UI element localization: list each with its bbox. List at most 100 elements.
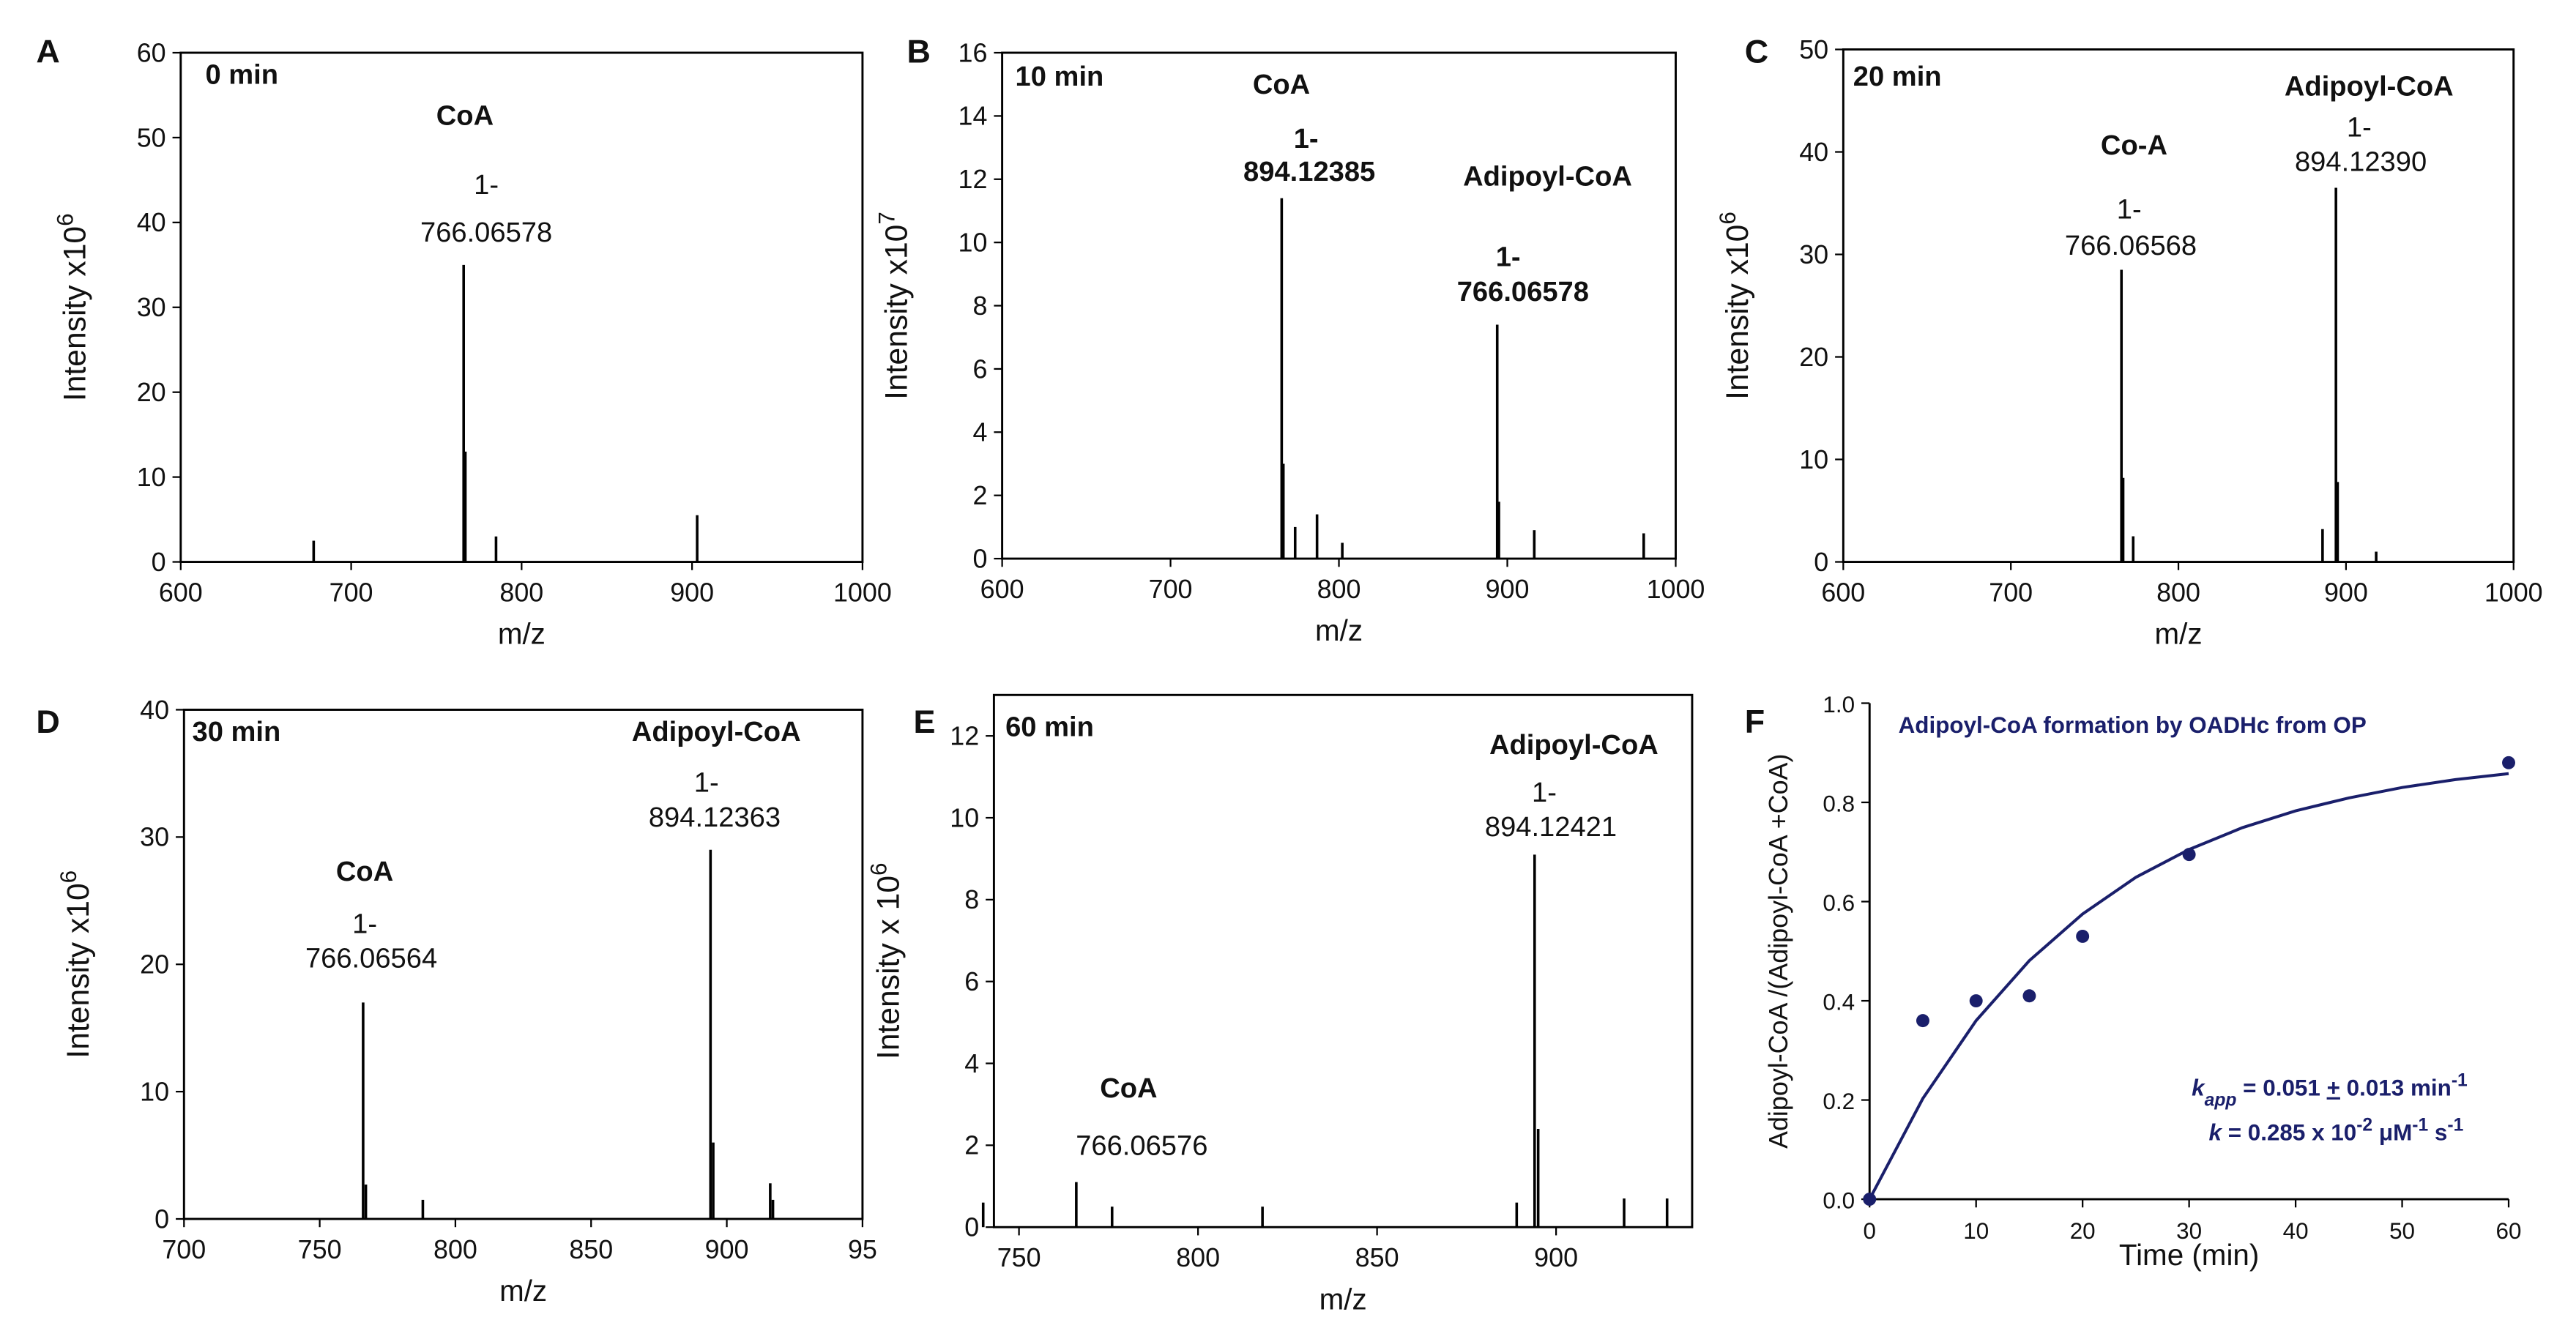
annotation-part: k: [2209, 1119, 2223, 1145]
x-tick-label: 700: [1989, 578, 2033, 607]
annotation: 1-: [2347, 111, 2372, 143]
annotation: 30 min: [193, 716, 281, 747]
annotation: 60 min: [1005, 711, 1094, 742]
y-axis-label-text: Intensity x10: [61, 883, 96, 1058]
x-tick-label: 800: [2156, 578, 2200, 607]
x-tick-label: 20: [2070, 1218, 2096, 1244]
data-point: [2022, 989, 2036, 1003]
y-axis-label-exponent: 6: [52, 213, 78, 225]
y-tick-label: 12: [950, 722, 979, 751]
annotation: 1-: [1532, 777, 1557, 808]
panel-letter: B: [907, 32, 930, 70]
annotation: 1-: [1496, 242, 1521, 273]
annotation: CoA: [1253, 69, 1310, 100]
y-tick-label: 6: [972, 354, 987, 384]
y-axis-label: Intensity x106: [52, 213, 92, 401]
y-tick-label: 0: [972, 544, 987, 573]
y-axis-label-text: Intensity x10: [1720, 225, 1755, 400]
data-point: [1863, 1193, 1877, 1206]
y-tick-label: 10: [950, 803, 979, 832]
fit-curve: [1868, 772, 2509, 1201]
annotation: 766.06578: [420, 217, 552, 248]
x-tick-label: 850: [1355, 1243, 1399, 1272]
y-tick-label: 40: [137, 208, 166, 237]
y-tick-label: 0: [152, 548, 166, 577]
x-axis-label: m/z: [1315, 613, 1363, 647]
annotation-part: k: [2192, 1075, 2205, 1101]
y-tick-label: 0: [1814, 548, 1828, 577]
x-tick-label: 700: [1149, 575, 1193, 604]
x-tick-label: 600: [159, 578, 203, 607]
annotation: 1-: [1294, 123, 1319, 154]
x-tick-label: 40: [2283, 1218, 2309, 1244]
y-tick-label: 40: [1799, 138, 1828, 167]
annotation: Adipoyl-CoA: [1463, 161, 1632, 193]
annotation: Adipoyl-CoA: [632, 716, 801, 747]
annotation: CoA: [336, 856, 393, 887]
y-axis-label-exponent: 7: [874, 212, 899, 224]
y-tick-label: 10: [140, 1077, 169, 1106]
y-tick-label: 20: [140, 950, 169, 980]
y-axis-label: Intensity x 106: [866, 862, 907, 1059]
x-tick-label: 800: [1317, 575, 1361, 604]
x-tick-label: 900: [670, 578, 714, 607]
x-tick-label: 750: [997, 1243, 1041, 1272]
y-tick-label: 10: [1799, 445, 1828, 474]
annotation-part: μM: [2372, 1119, 2412, 1145]
y-tick-label: 0: [964, 1213, 979, 1242]
y-tick-label: 30: [1799, 240, 1828, 269]
annotation: kapp = 0.051 + 0.013 min-1: [2192, 1070, 2468, 1110]
panel: B 0 2 4 6 8 10 12 14 16 600 700 800 900 1000 m/z Intensi…: [874, 32, 1705, 647]
annotation-part: -1: [2447, 1115, 2463, 1135]
y-axis-label-text: Intensity x10: [879, 225, 914, 400]
annotation: Adipoyl-CoA: [2285, 70, 2454, 102]
x-tick-label: 750: [298, 1235, 342, 1264]
annotation: CoA: [1100, 1073, 1157, 1104]
y-tick-label: 20: [137, 378, 166, 407]
panel-letter: A: [36, 32, 59, 70]
y-tick-label: 30: [140, 823, 169, 852]
annotation-part: -1: [2412, 1115, 2428, 1135]
y-tick-label: 8: [964, 885, 979, 914]
x-tick-label: 95: [848, 1235, 877, 1264]
x-tick-label: 800: [433, 1235, 477, 1264]
y-tick-label: 4: [964, 1049, 979, 1078]
panel: F 0.0 0.2 0.4 0.6 0.8 1.0 0 10 20 30 40 50 60 Time (mi…: [1745, 692, 2522, 1272]
y-tick-label: 14: [958, 102, 988, 131]
x-tick-label: 10: [1963, 1218, 1989, 1244]
data-point: [2182, 848, 2196, 862]
x-axis-label: m/z: [1319, 1282, 1367, 1316]
annotation: 766.06564: [305, 943, 437, 974]
annotation-part: = 0.285 x 10: [2222, 1119, 2356, 1145]
annotation: 766.06576: [1076, 1130, 1207, 1161]
y-tick-label: 12: [958, 165, 988, 194]
y-axis-label: Intensity x106: [56, 870, 96, 1059]
y-axis-label-exponent: 6: [866, 862, 891, 875]
y-axis-label-text: Intensity x10: [58, 226, 93, 401]
data-point: [1916, 1014, 1929, 1028]
y-axis-label: Intensity x107: [874, 212, 915, 400]
annotation: CoA: [436, 100, 494, 132]
data-point: [1969, 994, 1983, 1008]
y-tick-label: 0.2: [1823, 1089, 1855, 1114]
x-tick-label: 700: [330, 578, 373, 607]
y-tick-label: 6: [964, 967, 979, 996]
x-tick-label: 900: [705, 1235, 749, 1264]
annotation: 1-: [352, 909, 377, 940]
y-axis-label-text: Intensity x 10: [871, 876, 906, 1059]
y-axis-label: Adipoyl-CoA /(Adipoyl-CoA +CoA): [1764, 754, 1793, 1149]
y-tick-label: 0.4: [1823, 989, 1855, 1015]
annotation: 894.12385: [1243, 156, 1375, 187]
annotation: 766.06578: [1457, 276, 1589, 307]
x-tick-label: 600: [980, 575, 1024, 604]
x-tick-label: 900: [1534, 1243, 1578, 1272]
annotation: 894.12390: [2295, 146, 2427, 178]
annotation-part: -1: [2452, 1070, 2468, 1090]
annotation-part: s: [2428, 1119, 2447, 1145]
panel-letter: D: [36, 703, 59, 740]
y-axis-label-exponent: 6: [1715, 212, 1741, 224]
annotation: 10 min: [1016, 61, 1104, 92]
x-tick-label: 1000: [1647, 575, 1705, 604]
panel-letter: F: [1745, 703, 1765, 740]
